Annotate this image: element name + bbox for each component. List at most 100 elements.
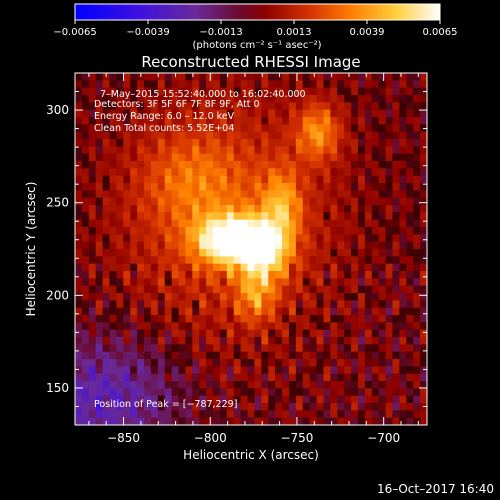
heatmap-cell [164,234,173,243]
heatmap-cell [371,219,380,228]
heatmap-cell [102,131,111,140]
heatmap-cell [295,168,304,177]
heatmap-cell [123,329,131,338]
heatmap-cell [378,197,387,206]
heatmap-cell [109,315,118,323]
heatmap-cell [130,388,138,397]
heatmap-cell [206,403,214,411]
heatmap-cell [137,359,145,367]
heatmap-cell [144,87,152,96]
heatmap-cell [295,109,304,118]
heatmap-cell [295,307,304,316]
heatmap-cell [88,322,97,331]
heatmap-cell [123,80,131,89]
heatmap-cell [309,168,318,177]
heatmap-cell [330,146,338,155]
heatmap-cell [275,161,283,169]
heatmap-cell [330,366,338,375]
heatmap-cell [378,307,387,316]
heatmap-cell [364,109,373,118]
heatmap-cell [171,109,180,118]
heatmap-cell [171,329,180,338]
heatmap-cell [144,212,152,221]
heatmap-cell [144,168,152,177]
heatmap-cell [302,95,311,103]
heatmap-cell [109,102,118,111]
heatmap-cell [295,234,304,243]
heatmap-cell [102,373,111,382]
heatmap-cell [268,161,276,169]
heatmap-cell [254,278,262,287]
heatmap-cell [206,131,214,140]
heatmap-cell [261,212,269,221]
heatmap-cell [261,403,269,411]
heatmap-cell [371,263,380,272]
heatmap-cell [399,102,407,111]
heatmap-cell [206,388,214,397]
heatmap-cell [282,337,290,345]
heatmap-cell [364,212,373,221]
heatmap-cell [233,366,242,375]
heatmap-cell [330,293,338,301]
heatmap-cell [206,205,214,213]
heatmap-cell [337,329,345,338]
heatmap-cell [275,344,283,353]
heatmap-cell [309,117,318,125]
heatmap-cell [116,124,124,133]
heatmap-cell [199,263,207,272]
heatmap-cell [330,80,338,89]
heatmap-cell [95,153,104,162]
heatmap-cell [282,205,290,213]
heatmap-cell [240,351,249,360]
heatmap-cell [137,337,145,345]
heatmap-cell [130,373,138,382]
heatmap-cell [157,175,166,184]
heatmap-cell [130,315,138,323]
heatmap-cell [406,322,414,331]
heatmap-cell [157,388,166,397]
heatmap-cell [226,168,235,177]
heatmap-cell [233,161,242,169]
heatmap-cell [330,131,338,140]
heatmap-cell [247,197,256,206]
annotation-time-range: 7–May–2015 15:52:40.000 to 16:02:40.000 [100,89,306,100]
heatmap-cell [226,417,235,425]
heatmap-cell [185,337,193,345]
heatmap-cell [420,183,427,191]
heatmap-cell [378,102,387,111]
heatmap-cell [116,117,124,125]
heatmap-cell [185,263,193,272]
heatmap-cell [351,168,359,177]
heatmap-cell [233,190,242,199]
heatmap-cell [316,249,325,257]
heatmap-cell [226,410,235,419]
heatmap-cell [137,410,145,419]
colorbar-tick-label: 0.0065 [423,27,458,38]
heatmap-cell [406,80,414,89]
heatmap-cell [357,80,366,89]
heatmap-cell [75,263,83,272]
heatmap-cell [164,73,173,81]
heatmap-cell [316,124,325,133]
heatmap-cell [75,417,83,425]
heatmap-cell [233,417,242,425]
heatmap-cell [109,219,118,228]
heatmap-cell [144,95,152,103]
heatmap-cell [302,403,311,411]
heatmap-cell [302,234,311,243]
heatmap-cell [75,322,83,331]
heatmap-cell [219,161,228,169]
heatmap-cell [213,315,221,323]
heatmap-cell [157,153,166,162]
heatmap-cell [219,403,228,411]
heatmap-cell [413,285,421,294]
heatmap-cell [199,388,207,397]
heatmap-cell [399,307,407,316]
heatmap-cell [95,80,104,89]
heatmap-cell [233,285,242,294]
heatmap-cell [88,256,97,265]
heatmap-cell [316,256,325,265]
heatmap-cell [392,417,400,425]
heatmap-cell [185,366,193,375]
heatmap-cell [157,205,166,213]
